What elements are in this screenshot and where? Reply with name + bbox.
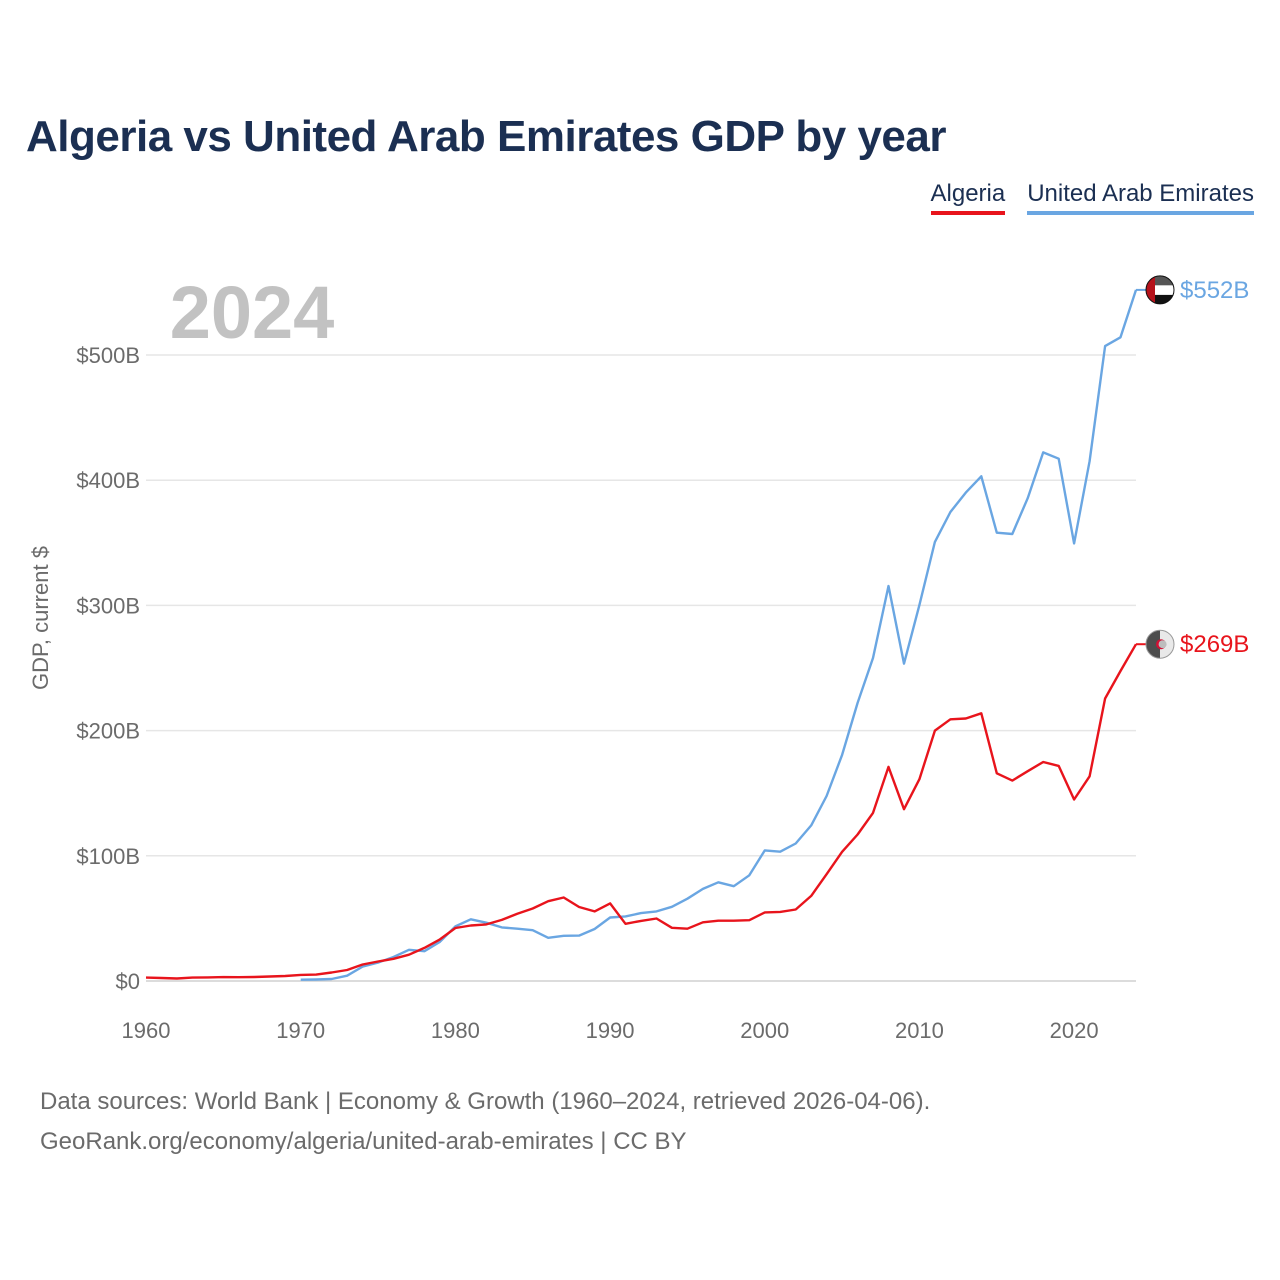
- footer-line-url[interactable]: GeoRank.org/economy/algeria/united-arab-…: [40, 1128, 687, 1155]
- y-tick-label: $100B: [76, 844, 140, 869]
- legend-item-uae[interactable]: United Arab Emirates: [1027, 180, 1254, 215]
- algeria-flag-icon: [1145, 629, 1175, 659]
- legend: Algeria United Arab Emirates: [930, 180, 1254, 215]
- x-tick-label: 2010: [895, 1018, 944, 1043]
- x-tick-label: 1980: [431, 1018, 480, 1043]
- uae-flag-icon: [1145, 275, 1175, 305]
- series-lines: [145, 289, 1138, 981]
- gridlines: [146, 354, 1136, 982]
- year-watermark: 2024: [170, 271, 335, 354]
- y-tick-label: $500B: [76, 343, 140, 368]
- page-title: Algeria vs United Arab Emirates GDP by y…: [26, 112, 947, 161]
- y-tick-label: $200B: [76, 719, 140, 744]
- y-axis-label: GDP, current $: [28, 546, 53, 690]
- x-tick-label: 1970: [276, 1018, 325, 1043]
- uae-end-value-label: $552B: [1180, 277, 1249, 304]
- y-tick-label: $0: [116, 969, 140, 994]
- y-tick-label: $400B: [76, 468, 140, 493]
- legend-item-algeria[interactable]: Algeria: [930, 180, 1006, 215]
- algeria-series-line[interactable]: [145, 643, 1138, 980]
- y-tick-label: $300B: [76, 593, 140, 618]
- x-axis-ticks: 1960 1970 1980 1990 2000 2010 2020: [122, 1018, 1099, 1043]
- y-axis-ticks: $0 $100B $200B $300B $400B $500B: [76, 343, 140, 994]
- x-tick-label: 1960: [122, 1018, 171, 1043]
- gdp-line-chart: 2024 $0 $100B $200B $300B $400B $500B 1960 197…: [28, 271, 1249, 1043]
- x-tick-label: 2020: [1050, 1018, 1099, 1043]
- x-tick-label: 1990: [586, 1018, 635, 1043]
- algeria-end-value-label: $269B: [1180, 631, 1249, 658]
- uae-series-line[interactable]: [300, 289, 1138, 981]
- x-tick-label: 2000: [740, 1018, 789, 1043]
- end-markers: $552B $269B: [1136, 275, 1249, 659]
- footer-source: Data sources: World Bank | Economy & Gro…: [40, 1082, 930, 1162]
- footer-line-sources: Data sources: World Bank | Economy & Gro…: [40, 1088, 931, 1115]
